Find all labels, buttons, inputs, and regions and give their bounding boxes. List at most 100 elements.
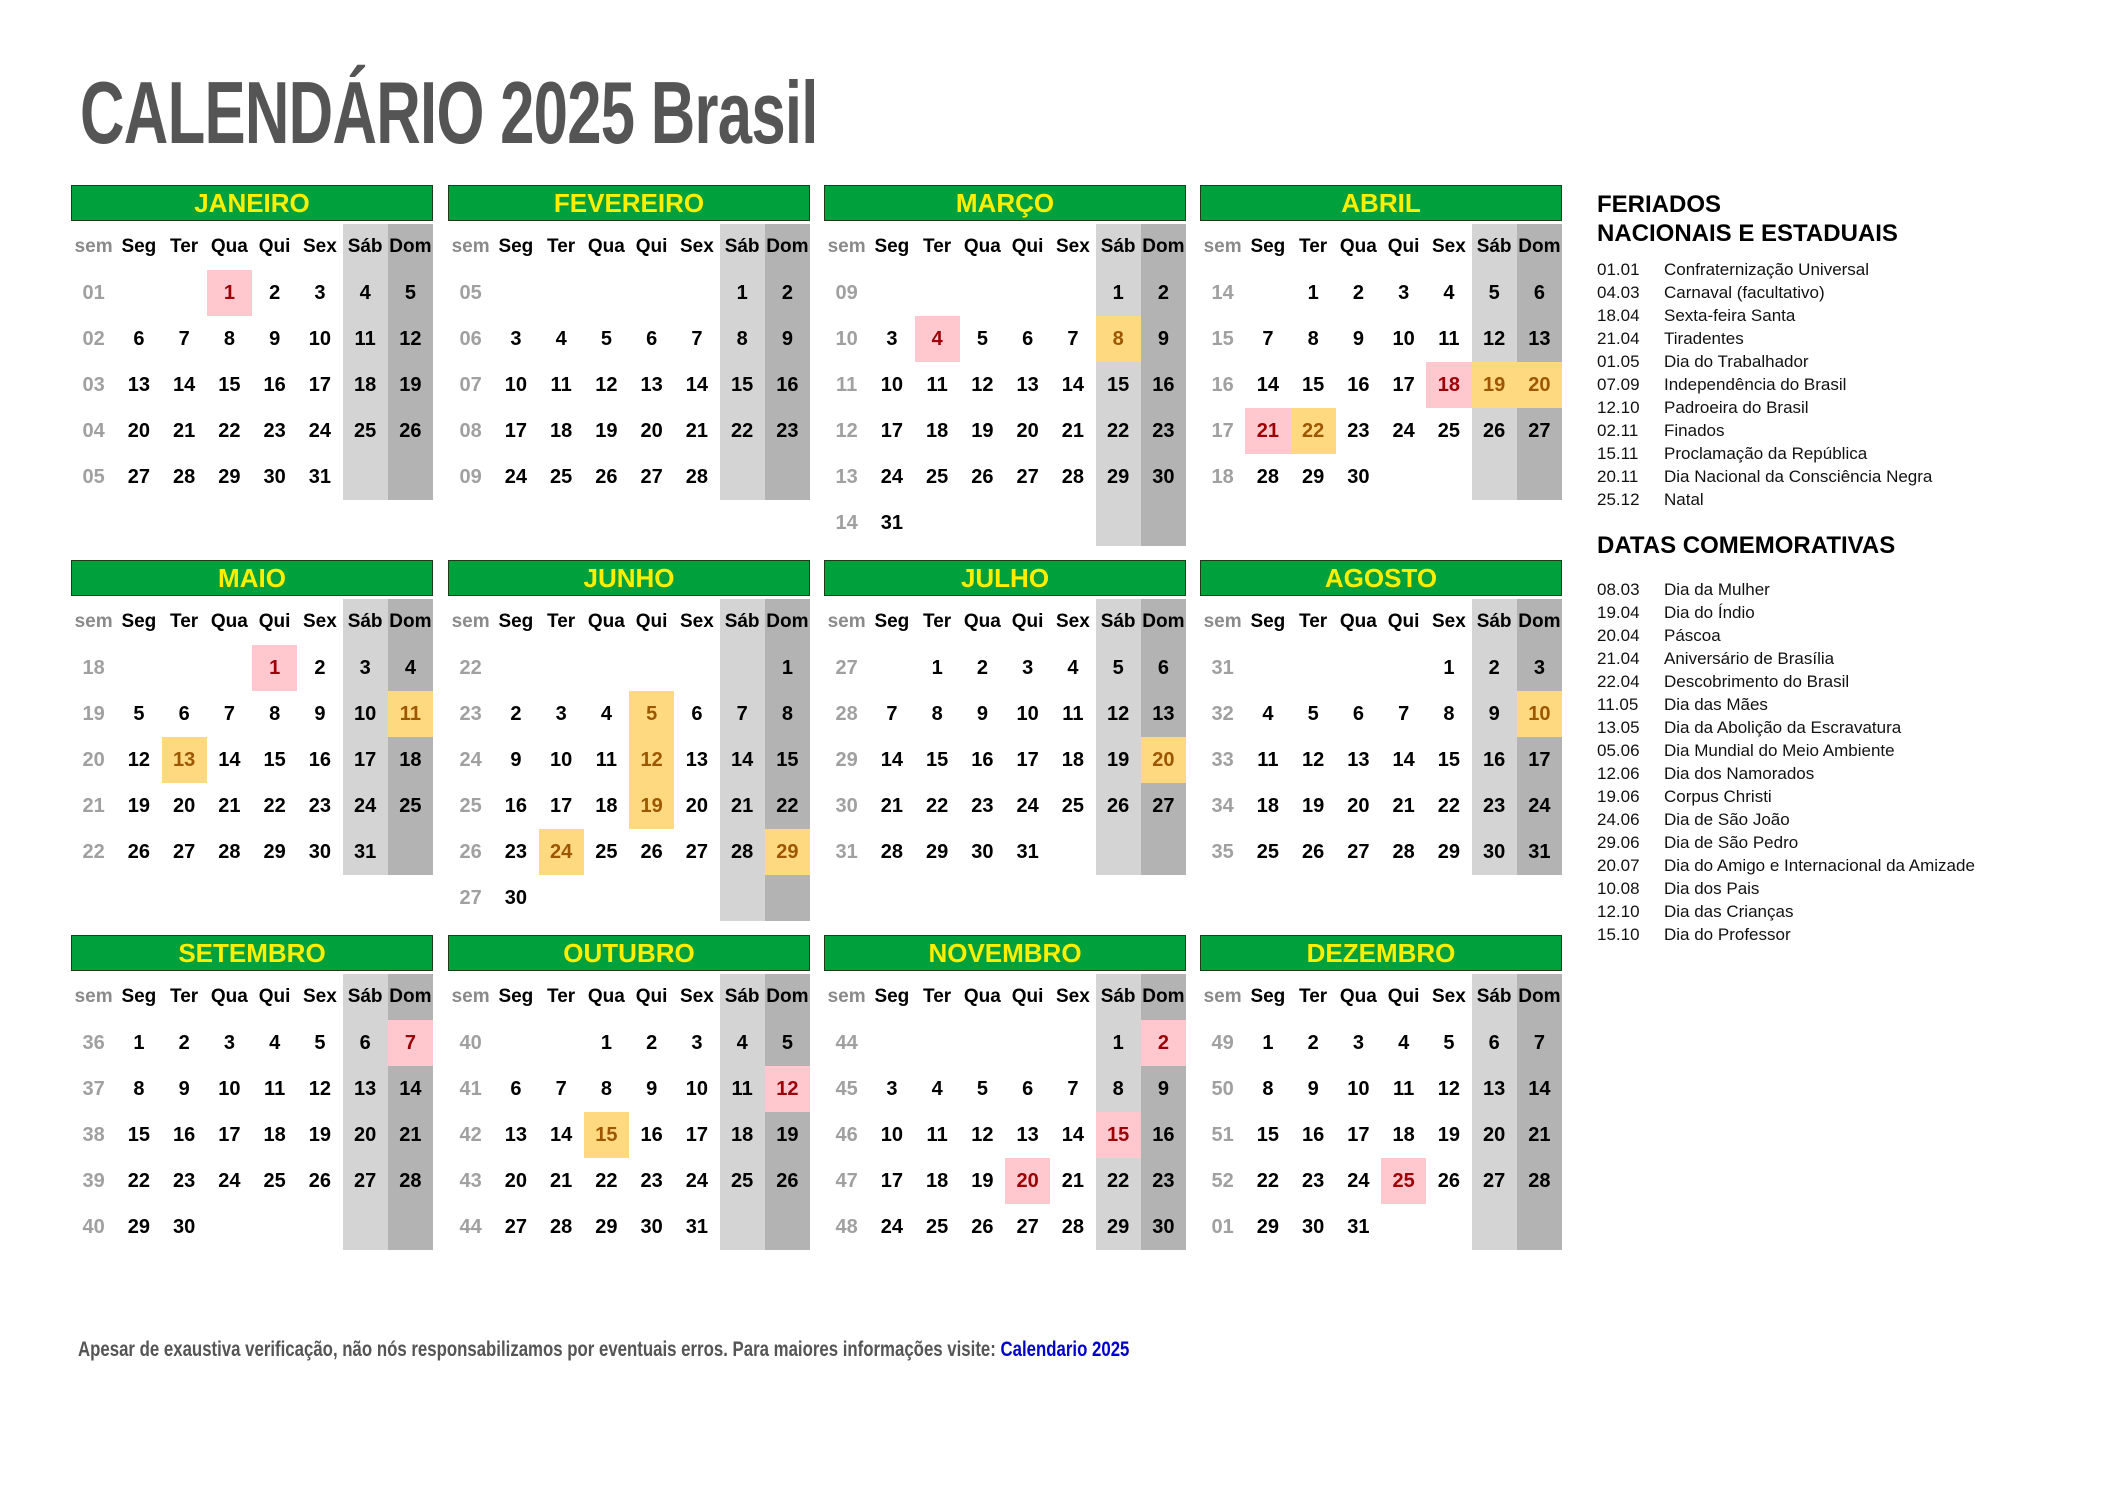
- day-cell[interactable]: 30: [640, 1215, 663, 1238]
- day-cell[interactable]: 7: [387, 1020, 433, 1066]
- day-cell[interactable]: 26: [127, 840, 150, 863]
- day-cell[interactable]: 27: [1483, 1169, 1506, 1192]
- day-cell[interactable]: 25: [354, 419, 377, 442]
- day-cell[interactable]: 8: [1112, 1077, 1124, 1100]
- day-cell[interactable]: 7: [691, 327, 703, 350]
- day-cell[interactable]: 2: [178, 1031, 190, 1054]
- day-cell[interactable]: 16: [308, 748, 331, 771]
- day-cell[interactable]: 29: [926, 840, 949, 863]
- day-cell[interactable]: 1: [736, 281, 748, 304]
- day-cell[interactable]: 21: [685, 419, 708, 442]
- day-cell[interactable]: 8: [1307, 327, 1319, 350]
- day-cell[interactable]: 29: [1437, 840, 1460, 863]
- day-cell[interactable]: 24: [538, 829, 584, 875]
- day-cell[interactable]: 25: [731, 1169, 754, 1192]
- day-cell[interactable]: 15: [926, 748, 949, 771]
- day-cell[interactable]: 2: [1488, 656, 1500, 679]
- day-cell[interactable]: 25: [1256, 840, 1279, 863]
- day-cell[interactable]: 26: [1107, 794, 1130, 817]
- day-cell[interactable]: 6: [646, 327, 658, 350]
- day-cell[interactable]: 25: [263, 1169, 286, 1192]
- day-cell[interactable]: 26: [1483, 419, 1506, 442]
- day-cell[interactable]: 27: [354, 1169, 377, 1192]
- day-cell[interactable]: 4: [555, 327, 567, 350]
- day-cell[interactable]: 19: [1471, 362, 1517, 408]
- day-cell[interactable]: 17: [685, 1123, 708, 1146]
- day-cell[interactable]: 17: [1392, 373, 1415, 396]
- day-cell[interactable]: 3: [886, 1077, 898, 1100]
- day-cell[interactable]: 22: [1107, 1169, 1130, 1192]
- day-cell[interactable]: 2: [646, 1031, 658, 1054]
- day-cell[interactable]: 12: [1437, 1077, 1460, 1100]
- day-cell[interactable]: 20: [685, 794, 708, 817]
- day-cell[interactable]: 4: [1262, 702, 1274, 725]
- day-cell[interactable]: 8: [269, 702, 281, 725]
- day-cell[interactable]: 31: [354, 840, 377, 863]
- day-cell[interactable]: 23: [1302, 1169, 1325, 1192]
- day-cell[interactable]: 19: [971, 1169, 994, 1192]
- day-cell[interactable]: 24: [504, 465, 527, 488]
- day-cell[interactable]: 13: [1152, 702, 1175, 725]
- day-cell[interactable]: 9: [1157, 1077, 1169, 1100]
- day-cell[interactable]: 12: [1302, 748, 1325, 771]
- day-cell[interactable]: 9: [646, 1077, 658, 1100]
- day-cell[interactable]: 25: [1381, 1158, 1427, 1204]
- day-cell[interactable]: 25: [550, 465, 573, 488]
- day-cell[interactable]: 24: [685, 1169, 708, 1192]
- day-cell[interactable]: 18: [1256, 794, 1279, 817]
- day-cell[interactable]: 22: [1107, 419, 1130, 442]
- day-cell[interactable]: 24: [1528, 794, 1551, 817]
- day-cell[interactable]: 18: [399, 748, 422, 771]
- day-cell[interactable]: 11: [1257, 748, 1279, 771]
- day-cell[interactable]: 23: [504, 840, 527, 863]
- day-cell[interactable]: 13: [127, 373, 150, 396]
- day-cell[interactable]: 30: [1347, 465, 1370, 488]
- day-cell[interactable]: 14: [685, 373, 708, 396]
- day-cell[interactable]: 24: [880, 465, 903, 488]
- day-cell[interactable]: 10: [308, 327, 331, 350]
- day-cell[interactable]: 20: [1347, 794, 1370, 817]
- day-cell[interactable]: 24: [218, 1169, 241, 1192]
- day-cell[interactable]: 20: [1005, 1158, 1051, 1204]
- day-cell[interactable]: 22: [1437, 794, 1460, 817]
- day-cell[interactable]: 27: [640, 465, 663, 488]
- day-cell[interactable]: 30: [1152, 465, 1175, 488]
- day-cell[interactable]: 6: [691, 702, 703, 725]
- day-cell[interactable]: 14: [1528, 1077, 1551, 1100]
- day-cell[interactable]: 15: [776, 748, 799, 771]
- day-cell[interactable]: 30: [504, 886, 527, 909]
- day-cell[interactable]: 15: [1107, 373, 1130, 396]
- day-cell[interactable]: 20: [640, 419, 663, 442]
- day-cell[interactable]: 1: [1112, 1031, 1124, 1054]
- day-cell[interactable]: 13: [161, 737, 207, 783]
- day-cell[interactable]: 17: [354, 748, 377, 771]
- day-cell[interactable]: 5: [133, 702, 145, 725]
- day-cell[interactable]: 27: [173, 840, 196, 863]
- day-cell[interactable]: 26: [399, 419, 422, 442]
- day-cell[interactable]: 17: [504, 419, 527, 442]
- day-cell[interactable]: 25: [1437, 419, 1460, 442]
- day-cell[interactable]: 12: [1107, 702, 1130, 725]
- day-cell[interactable]: 21: [1528, 1123, 1551, 1146]
- day-cell[interactable]: 23: [263, 419, 286, 442]
- day-cell[interactable]: 19: [127, 794, 150, 817]
- day-cell[interactable]: 3: [555, 702, 567, 725]
- day-cell[interactable]: 21: [550, 1169, 573, 1192]
- day-cell[interactable]: 29: [263, 840, 286, 863]
- day-cell[interactable]: 28: [1061, 465, 1084, 488]
- day-cell[interactable]: 21: [731, 794, 754, 817]
- day-cell[interactable]: 30: [1302, 1215, 1325, 1238]
- day-cell[interactable]: 1: [1443, 656, 1455, 679]
- day-cell[interactable]: 2: [314, 656, 326, 679]
- day-cell[interactable]: 26: [1437, 1169, 1460, 1192]
- day-cell[interactable]: 18: [595, 794, 618, 817]
- day-cell[interactable]: 27: [127, 465, 150, 488]
- day-cell[interactable]: 27: [504, 1215, 527, 1238]
- day-cell[interactable]: 9: [1488, 702, 1500, 725]
- day-cell[interactable]: 2: [781, 281, 793, 304]
- day-cell[interactable]: 9: [976, 702, 988, 725]
- day-cell[interactable]: 17: [1347, 1123, 1370, 1146]
- day-cell[interactable]: 13: [1016, 1123, 1039, 1146]
- day-cell[interactable]: 4: [914, 316, 960, 362]
- day-cell[interactable]: 1: [133, 1031, 145, 1054]
